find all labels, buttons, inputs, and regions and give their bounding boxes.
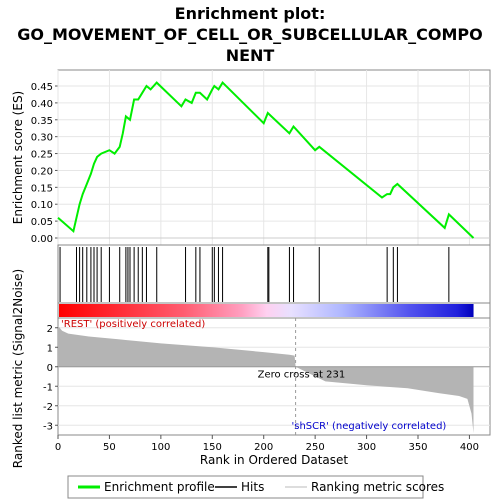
rank-tick-label: 2	[47, 324, 53, 335]
es-y-axis-label: Enrichment score (ES)	[11, 91, 25, 224]
x-tick-label: 350	[408, 442, 427, 453]
rank-tick-label: -3	[43, 421, 53, 432]
x-tick-label: 50	[103, 442, 116, 453]
rank-tick-label: -1	[43, 382, 53, 393]
x-tick-label: 100	[151, 442, 170, 453]
chart-title-line-3: NENT	[225, 46, 275, 65]
chart-title-line-2: GO_MOVEMENT_OF_CELL_OR_SUBCELLULAR_COMPO	[17, 25, 483, 44]
x-tick-label: 300	[357, 442, 376, 453]
rank-y-axis-label: Ranked list metric (Signal2Noise)	[11, 269, 25, 468]
es-tick-label: 0.45	[31, 82, 53, 93]
enrichment-profile-line	[57, 80, 475, 239]
legend-label: Hits	[241, 480, 264, 494]
chart-title-line-1: Enrichment plot:	[174, 4, 326, 23]
hits-panel-frame	[57, 244, 491, 304]
x-tick-label: 250	[306, 442, 325, 453]
legend-label: Enrichment profile	[104, 480, 215, 494]
ranking-metric-area	[58, 325, 474, 434]
rank-tick-label: 0	[47, 363, 53, 374]
positive-correlation-label: 'REST' (positively correlated)	[61, 319, 205, 330]
es-tick-label: 0.25	[31, 150, 53, 161]
x-axis-label: Rank in Ordered Dataset	[200, 453, 348, 467]
negative-correlation-label: 'shSCR' (negatively correlated)	[291, 421, 446, 432]
es-tick-label: 0.40	[31, 99, 53, 110]
es-tick-label: 0.05	[31, 217, 53, 228]
rank-color-band	[59, 304, 474, 317]
rank-tick-label: 1	[47, 343, 53, 354]
x-tick-label: 200	[254, 442, 273, 453]
x-tick-label: 150	[203, 442, 222, 453]
zero-cross-label: Zero cross at 231	[258, 369, 346, 380]
es-panel-frame	[57, 69, 491, 246]
x-tick-label: 0	[55, 442, 61, 453]
x-tick-label: 400	[460, 442, 479, 453]
es-tick-label: 0.15	[31, 183, 53, 194]
es-tick-label: 0.10	[31, 200, 53, 211]
es-tick-label: 0.20	[31, 166, 53, 177]
legend-box	[67, 475, 424, 499]
es-tick-label: 0.35	[31, 116, 53, 127]
es-tick-label: 0.00	[31, 234, 53, 245]
legend-label: Ranking metric scores	[311, 480, 444, 494]
rank-tick-label: -2	[43, 402, 53, 413]
es-tick-label: 0.30	[31, 133, 53, 144]
